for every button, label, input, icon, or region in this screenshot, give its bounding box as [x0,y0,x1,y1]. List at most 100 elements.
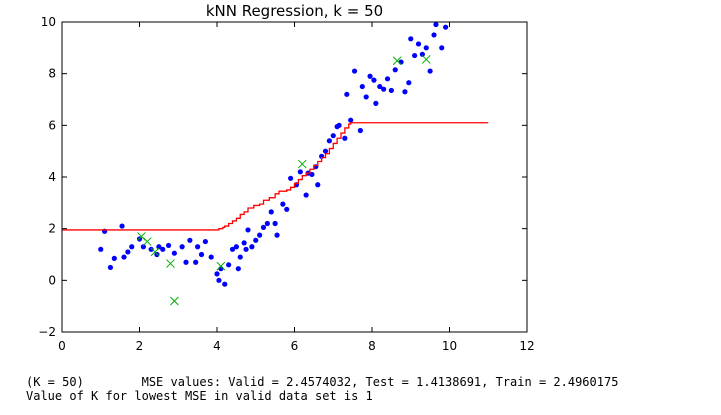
training-point [229,246,236,252]
knn-prediction-line [62,122,489,231]
training-point [439,45,445,51]
training-point [125,249,131,255]
training-point [443,24,449,30]
training-point [427,68,433,74]
training-point [264,220,270,227]
training-point [119,223,125,229]
training-point [253,237,259,243]
training-point [226,262,232,268]
training-point [268,209,274,215]
training-point [218,266,224,272]
validation-point [297,159,307,169]
training-point [433,21,439,28]
training-point [388,87,394,94]
training-point [373,100,379,106]
training-point [198,251,205,258]
training-point [165,242,172,249]
x-tick-label: 4 [213,339,221,353]
best-k-output-line: Value of K for lowest MSE in valid data … [26,389,373,403]
training-point [202,238,208,245]
y-tick-label: 0 [48,273,56,287]
y-tick-label: −2 [38,325,56,339]
training-point [274,232,280,238]
x-tick-label: 12 [519,339,534,353]
training-point [195,244,201,250]
training-point [315,182,321,188]
training-point [233,244,239,250]
training-point [187,237,193,243]
training-point [392,67,398,73]
y-tick-label: 8 [48,67,56,81]
training-point [241,240,247,246]
y-tick-label: 10 [41,15,56,29]
training-point [415,41,422,47]
training-point [398,59,404,65]
knn-regression-chart: kNN Regression, k = 50 0 2 4 6 8 10 12−2024681… [38,2,534,353]
validation-point [392,56,402,66]
training-point [344,91,350,97]
training-point [140,244,146,250]
training-point [423,45,429,51]
training-point [357,127,363,134]
training-point [381,86,387,92]
x-tick-label: 0 [58,339,66,353]
training-point [431,32,437,38]
training-point [322,148,329,154]
training-point [384,76,391,82]
training-point [371,77,377,83]
plot-frame [61,21,528,333]
training-point [183,259,189,265]
training-point [342,135,348,141]
x-tick-label: 8 [368,339,376,353]
training-point [222,281,228,287]
training-point [408,36,414,42]
training-point [336,122,342,128]
plot-background [62,22,527,332]
training-point [216,277,222,283]
training-point [245,227,251,233]
training-point [359,83,365,90]
training-point [156,244,162,250]
training-point [303,192,309,198]
training-point [377,83,383,90]
training-point [193,259,199,265]
training-point [179,244,185,250]
training-point [249,244,255,250]
training-point [243,246,249,252]
training-point [98,246,104,252]
training-point [280,201,286,207]
training-point [129,244,135,250]
training-point [121,254,127,260]
training-point [326,138,332,144]
training-point [235,266,241,272]
x-tick-label: 6 [291,339,299,353]
training-point [297,169,303,175]
chart-title: kNN Regression, k = 50 [206,2,383,20]
training-point [406,80,412,86]
y-tick-label: 2 [48,222,56,236]
training-point [288,175,294,181]
validation-point [150,247,160,257]
mse-output-line: (K = 50) MSE values: Valid = 2.4574032, … [26,375,619,389]
training-point [363,94,369,100]
validation-point [142,237,152,246]
training-point [367,73,373,79]
y-tick-label: 4 [48,170,56,184]
x-tick-label: 10 [442,339,457,353]
training-point [237,254,243,260]
validation-point [166,259,175,268]
y-tick-label: 6 [48,118,56,132]
validation-point [170,296,179,306]
training-point [348,117,354,123]
training-point [148,246,154,252]
validation-point [421,55,431,64]
training-point [214,271,220,277]
training-point [351,68,358,74]
training-point [171,250,177,256]
validation-point [216,261,226,271]
training-point [107,264,114,271]
x-tick-label: 2 [136,339,144,353]
training-point [402,89,408,95]
training-point [208,254,214,260]
